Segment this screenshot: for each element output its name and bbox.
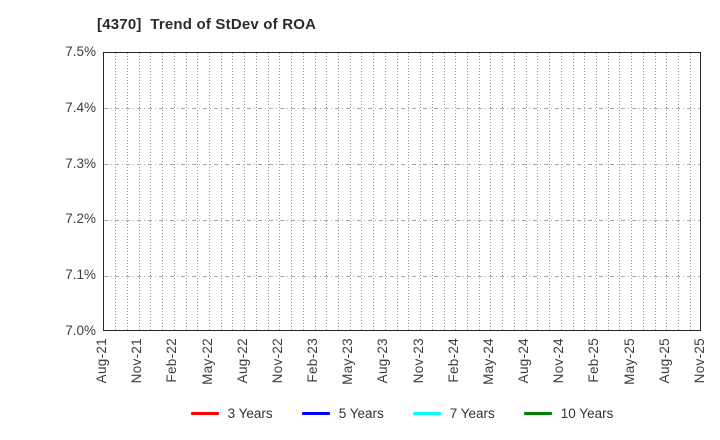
v-gridline [267,53,269,330]
v-gridline [513,53,515,330]
v-gridline [338,53,339,330]
v-gridline [466,53,468,330]
v-gridline [220,53,222,330]
v-gridline [373,53,375,330]
h-gridline [104,219,700,221]
v-gridline [584,53,586,330]
v-gridline [255,53,257,330]
v-gridline [396,53,398,330]
v-gridline [173,53,175,330]
plot-area [103,52,701,331]
v-gridline [384,53,386,330]
legend-line-swatch [523,411,552,415]
legend-label: 5 Years [338,405,384,421]
v-gridline [689,53,691,330]
v-gridline [525,53,527,330]
x-tick-label: Feb-24 [445,338,461,383]
v-gridline [150,53,152,330]
x-tick-label: May-23 [340,338,356,385]
v-gridline [455,53,457,330]
y-tick-label: 7.2% [65,211,96,227]
legend-line-swatch [412,411,441,415]
v-gridline [349,53,351,330]
legend-item: 3 Years [190,405,273,421]
v-gridline [490,53,492,330]
legend-label: 7 Years [449,405,495,421]
v-gridline [408,53,410,330]
legend-line-swatch [301,411,330,415]
x-tick-label: Nov-22 [269,338,285,384]
x-tick-label: Nov-24 [551,338,567,384]
legend-item: 5 Years [301,405,384,421]
legend-line-swatch [190,411,219,415]
v-gridline [185,53,187,330]
v-gridline [302,53,304,330]
v-gridline [431,53,433,330]
v-gridline [678,53,680,330]
v-gridline [420,53,422,330]
chart-title: [4370] Trend of StDev of ROA [97,16,317,33]
v-gridline [209,53,211,330]
v-gridline [572,53,574,330]
x-tick-label: May-22 [199,338,215,385]
legend-item: 7 Years [412,405,495,421]
legend-label: 10 Years [560,405,614,421]
x-tick-label: Nov-21 [129,338,145,384]
v-gridline [361,53,363,330]
v-gridline [126,53,128,330]
y-tick-label: 7.1% [65,267,96,283]
v-gridline [115,53,117,330]
x-tick-label: Aug-25 [656,338,672,384]
h-gridline [104,164,700,166]
v-gridline [549,53,551,330]
x-tick-label: May-25 [621,338,637,385]
x-tick-label: Aug-21 [94,338,109,384]
x-tick-label: Aug-22 [234,338,250,384]
v-gridline [138,53,140,330]
x-tick-label: Feb-23 [305,338,321,383]
v-gridline [666,53,668,330]
h-gridline [104,108,700,110]
v-gridline [279,53,281,330]
v-gridline [560,53,562,330]
v-gridline [642,53,644,330]
v-gridline [314,53,316,330]
v-gridline [537,53,539,330]
v-gridline [244,53,246,330]
y-tick-label: 7.5% [65,44,96,59]
v-gridline [326,53,328,330]
x-tick-label: May-24 [480,338,496,385]
v-gridline [197,53,199,330]
v-gridline [607,53,609,330]
y-tick-label: 7.0% [65,323,96,338]
y-tick-label: 7.3% [65,155,96,171]
h-gridline [104,275,700,277]
legend-label: 3 Years [227,405,273,421]
v-gridline [502,53,504,330]
x-tick-label: Aug-23 [375,338,391,384]
v-gridline [162,53,164,330]
x-tick-label: Feb-22 [164,338,180,383]
legend-item: 10 Years [523,405,614,421]
x-tick-label: Aug-24 [516,338,532,384]
v-gridline [654,53,656,330]
v-gridline [619,53,621,330]
v-gridline [478,53,480,330]
x-tick-label: Nov-23 [410,338,426,384]
v-gridline [232,53,234,330]
x-tick-label: Feb-25 [586,338,602,383]
v-gridline [631,53,633,330]
legend: 3 Years 5 Years 7 Years 10 Years [103,404,701,422]
v-gridline [595,53,597,330]
x-tick-label: Nov-25 [692,338,707,384]
v-gridline [443,53,445,330]
v-gridline [291,53,293,330]
y-tick-label: 7.4% [65,99,96,115]
